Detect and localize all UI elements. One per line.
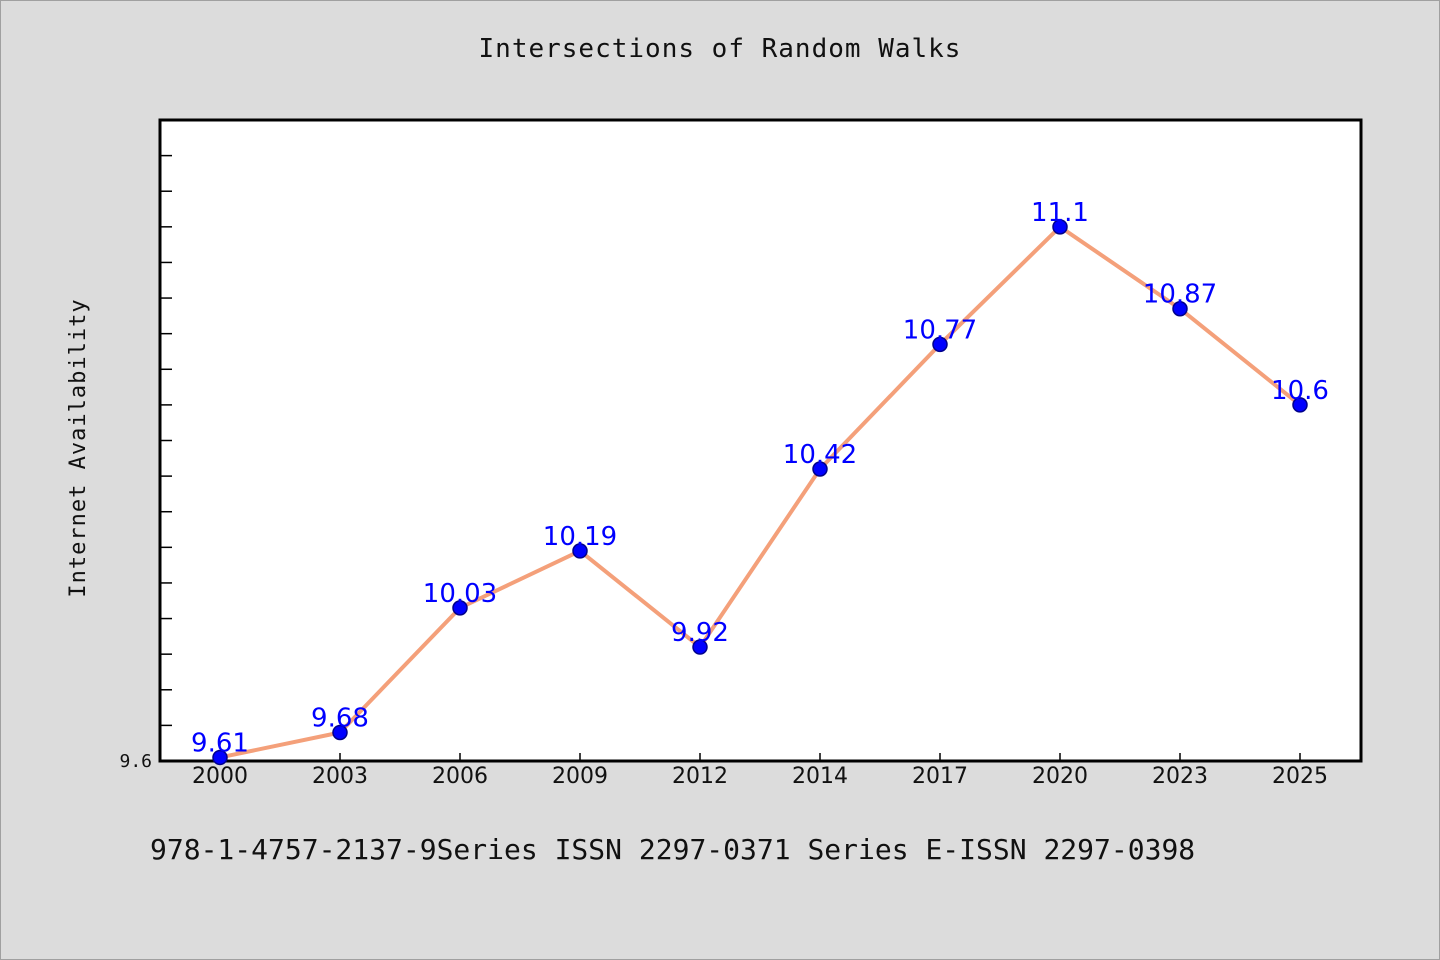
x-tick-label: 2017: [912, 764, 968, 789]
data-label: 11.1: [1031, 198, 1089, 228]
x-tick-label: 2020: [1032, 764, 1088, 789]
data-point: [452, 600, 468, 616]
x-tick-label: 2006: [432, 764, 488, 789]
x-tick-label: 2012: [672, 764, 728, 789]
data-point: [932, 336, 948, 353]
data-label: 10.87: [1143, 280, 1217, 310]
plot-background: [158, 118, 1363, 763]
x-tick-label: 2009: [552, 764, 608, 789]
data-label: 9.92: [671, 618, 729, 648]
x-tick-label: 2003: [312, 764, 368, 789]
data-point: [212, 749, 228, 766]
chart-title: Intersections of Random Walks: [478, 34, 962, 64]
data-label: 9.61: [191, 728, 249, 758]
data-label: 10.42: [783, 440, 857, 470]
data-point: [1172, 300, 1188, 317]
footer-isbn-text: 978-1-4757-2137-9Series ISSN 2297-0371 S…: [150, 833, 1196, 866]
x-tick-label: 2023: [1152, 764, 1208, 789]
x-tick-label: 2025: [1272, 764, 1328, 789]
y-tick-label: 9.6: [119, 751, 152, 772]
x-tick-label: 2014: [792, 764, 848, 789]
data-point: [1052, 219, 1068, 235]
data-label: 10.19: [543, 522, 617, 552]
data-label: 10.6: [1271, 376, 1329, 406]
data-label: 10.77: [903, 315, 977, 345]
data-label: 10.03: [423, 579, 497, 609]
data-label: 9.68: [311, 704, 369, 734]
y-axis-label: Internet Availability: [66, 298, 91, 597]
data-point: [812, 461, 828, 477]
x-tick-label: 2000: [192, 764, 248, 789]
plot-area: 9.6 2000 2003 2006 2009 2012 2014 2017 2020 2023 2…: [119, 118, 1363, 789]
data-point: [332, 724, 348, 741]
data-point: [1292, 397, 1308, 413]
data-point: [572, 543, 588, 559]
data-point: [692, 639, 708, 655]
series-line: [218, 224, 1302, 760]
